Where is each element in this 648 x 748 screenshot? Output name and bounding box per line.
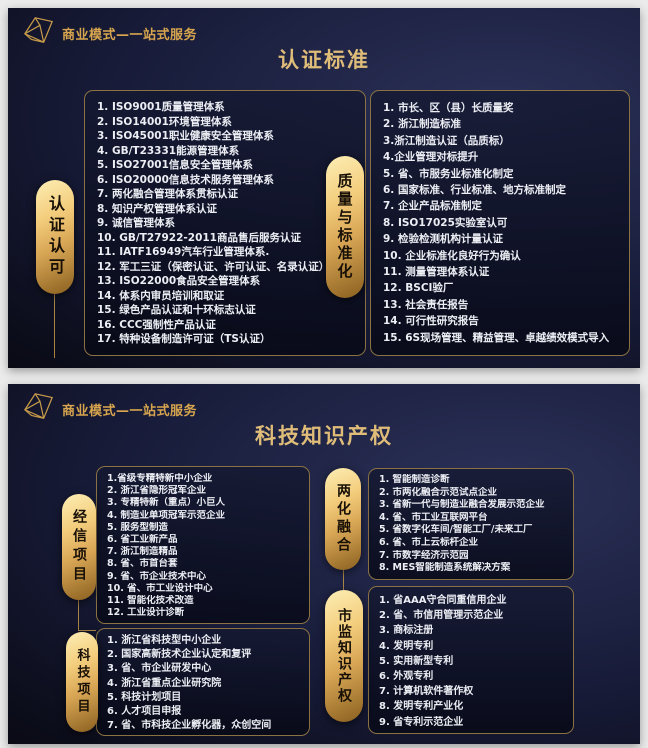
list-item: 6. ISO20000信息技术服务管理体系 bbox=[97, 173, 274, 186]
list-item: 10. 企业标准化良好行为确认 bbox=[383, 249, 521, 262]
list-item: 3. ISO45001职业健康安全管理体系 bbox=[97, 130, 274, 142]
list-item: 4. 省、市工业互联网平台 bbox=[379, 511, 488, 523]
list-item: 4. 发明专利 bbox=[379, 640, 434, 652]
list-item: 10. GB/T27922-2011商品售后服务认证 bbox=[97, 231, 301, 244]
list-item: 4. 浙江省重点企业研究院 bbox=[107, 677, 222, 689]
list-item: 13. 社会责任报告 bbox=[383, 298, 469, 311]
list-item: 5. 科技计划项目 bbox=[107, 691, 182, 703]
list-box-economy-info-projects: 1.省级专精特新中小企业 2. 浙江省隐形冠军企业 3. 专精特新（重点）小巨人 4.… bbox=[96, 466, 310, 624]
list-item: 12. 军工三证（保密认证、许可认证、名录认证） bbox=[97, 260, 330, 273]
list-item: 9. 检验检测机构计量认证 bbox=[383, 233, 503, 246]
list-item: 6. 省、市上云标杆企业 bbox=[379, 536, 479, 548]
list-item: 14. 体系内审员培训和取证 bbox=[97, 289, 225, 302]
list-item: 9. 省专利示范企业 bbox=[379, 716, 464, 728]
list-item: 8. 发明专利产业化 bbox=[379, 701, 464, 713]
list-item: 7. 两化融合管理体系贯标认证 bbox=[97, 188, 238, 200]
list-item: 16. CCC强制性产品认证 bbox=[97, 318, 216, 331]
list-box-quality-standardization: 1. 市长、区（县）长质量奖 2. 浙江制造标准 3.浙江制造认证（品质标） 4.企业… bbox=[370, 90, 630, 356]
list-item: 8. ISO17025实验室认可 bbox=[383, 216, 508, 229]
connector-line bbox=[343, 570, 344, 590]
list-item: 3. 专精特新（重点）小巨人 bbox=[107, 497, 226, 509]
list-item: 2. 国家高新技术企业认定和复评 bbox=[107, 649, 252, 661]
list-item: 8. 知识产权管理体系认证 bbox=[97, 202, 217, 215]
list-item: 1. ISO9001质量管理体系 bbox=[97, 101, 225, 113]
list-item: 3. 省、市企业研发中心 bbox=[107, 663, 212, 675]
list-item: 12. 工业设计诊断 bbox=[107, 607, 185, 619]
list-item: 5. ISO27001信息安全管理体系 bbox=[97, 159, 253, 171]
list-item: 1. 浙江省科技型中小企业 bbox=[107, 635, 222, 646]
list-box-market-ip: 1. 省AAA守合同重信用企业 2. 省、市信用管理示范企业 3. 商标注册 4. 发… bbox=[368, 586, 574, 734]
brand-text: 商业模式—一站式服务 bbox=[62, 404, 198, 419]
list-item: 5. 省数字化车间/智能工厂/未来工厂 bbox=[379, 524, 533, 536]
group-label-integration: 两化融合 bbox=[325, 468, 361, 570]
list-box-tech-projects: 1. 浙江省科技型中小企业 2. 国家高新技术企业认定和复评 3. 省、市企业研发中… bbox=[96, 628, 310, 736]
list-item: 3.浙江制造认证（品质标） bbox=[383, 134, 510, 147]
list-item: 1. 市长、区（县）长质量奖 bbox=[383, 102, 514, 114]
list-item: 7. 省、市科技企业孵化器，众创空间 bbox=[107, 720, 272, 732]
list-item: 1.省级专精特新中小企业 bbox=[107, 473, 213, 484]
page-title: 认证标准 bbox=[278, 48, 370, 72]
list-item: 2. 省、市信用管理示范企业 bbox=[379, 610, 504, 622]
list-item: 2. 市两化融合示范试点企业 bbox=[379, 486, 498, 498]
list-item: 7. 市数字经济示范园 bbox=[379, 549, 469, 561]
list-item: 4. GB/T23331能源管理体系 bbox=[97, 144, 240, 157]
list-item: 4.企业管理对标提升 bbox=[383, 151, 479, 164]
list-item: 11. 测量管理体系认证 bbox=[383, 266, 490, 279]
list-item: 6. 省工业新产品 bbox=[107, 534, 178, 546]
list-item: 11. IATF16949汽车行业管理体系. bbox=[97, 246, 270, 258]
list-item: 14. 可行性研究报告 bbox=[383, 315, 479, 328]
list-box-certification: 1. ISO9001质量管理体系 2. ISO14001环境管理体系 3. ISO4… bbox=[84, 90, 366, 356]
list-item: 4. 制造业单项冠军示范企业 bbox=[107, 509, 226, 521]
list-item: 12. BSCI验厂 bbox=[383, 282, 454, 295]
list-item: 5. 实用新型专利 bbox=[379, 655, 454, 667]
connector-line bbox=[78, 630, 96, 631]
group-label-quality-standardization: 质量与标准化 bbox=[326, 156, 364, 298]
list-item: 3. 省新一代与制造业融合发展示范企业 bbox=[379, 499, 545, 511]
list-item: 3. 商标注册 bbox=[379, 625, 434, 637]
page-title: 科技知识产权 bbox=[255, 424, 393, 448]
list-item: 6. 人才项目申报 bbox=[107, 706, 182, 718]
connector-line bbox=[78, 600, 79, 630]
list-item: 7. 企业产品标准制定 bbox=[383, 200, 482, 213]
list-item: 2. 浙江省隐形冠军企业 bbox=[107, 485, 207, 497]
list-item: 15. 6S现场管理、精益管理、卓越绩效模式导入 bbox=[383, 331, 610, 344]
list-item: 2. 浙江制造标准 bbox=[383, 118, 461, 131]
list-item: 5. 服务型制造 bbox=[107, 521, 169, 533]
list-item: 11. 智能化技术改造 bbox=[107, 595, 194, 607]
slide-tech-intellectual-property: 商业模式—一站式服务 科技知识产权 1.省级专精特新中小企业 2. 浙江省隐形冠军… bbox=[8, 384, 640, 744]
connector-line bbox=[54, 294, 55, 358]
list-item: 8. MES智能制造系统解决方案 bbox=[379, 562, 511, 574]
slide-certification-standards: 商业模式—一站式服务 认证标准 1. ISO9001质量管理体系 2. ISO14… bbox=[8, 8, 640, 368]
list-item: 1. 智能制造诊断 bbox=[379, 474, 450, 485]
list-item: 7. 计算机软件著作权 bbox=[379, 686, 474, 698]
list-item: 17. 特种设备制造许可证（TS认证） bbox=[97, 333, 271, 345]
list-item: 13. ISO22000食品安全管理体系 bbox=[97, 275, 261, 287]
list-item: 5. 省、市服务业标准化制定 bbox=[383, 167, 514, 180]
list-item: 10. 省、市工业设计中心 bbox=[107, 582, 213, 594]
group-label-market-ip: 市监知识产权 bbox=[325, 590, 363, 722]
list-item: 9. 诚信管理体系 bbox=[97, 217, 175, 229]
list-item: 9. 省、市企业技术中心 bbox=[107, 570, 207, 582]
brand-logo-icon bbox=[22, 14, 56, 46]
brand-text: 商业模式—一站式服务 bbox=[62, 28, 198, 43]
list-item: 8. 省、市首台套 bbox=[107, 558, 178, 570]
list-item: 6. 国家标准、行业标准、地方标准制定 bbox=[383, 184, 566, 197]
list-item: 7. 浙江制造精品 bbox=[107, 546, 178, 558]
group-label-economy-info-projects: 经信项目 bbox=[62, 494, 96, 600]
group-label-certification: 认证认可 bbox=[36, 180, 74, 294]
brand-logo-icon bbox=[22, 390, 56, 422]
list-item: 15. 绿色产品认证和十环标志认证 bbox=[97, 304, 256, 316]
group-label-tech-projects: 科技项目 bbox=[66, 632, 98, 732]
list-item: 6. 外观专利 bbox=[379, 671, 434, 683]
list-item: 1. 省AAA守合同重信用企业 bbox=[379, 595, 507, 606]
list-item: 2. ISO14001环境管理体系 bbox=[97, 115, 232, 128]
list-box-integration: 1. 智能制造诊断 2. 市两化融合示范试点企业 3. 省新一代与制造业融合发展示范… bbox=[368, 468, 574, 580]
